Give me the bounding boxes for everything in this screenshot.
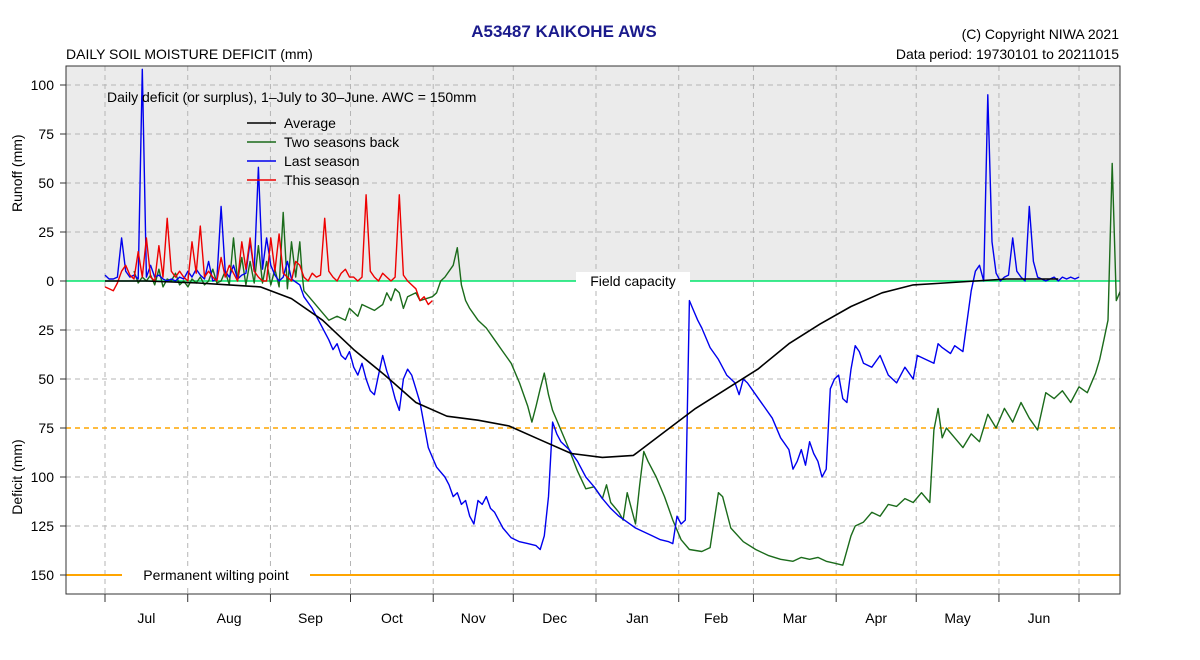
plot-background [66,66,1120,594]
series-two-seasons-back [133,162,1120,566]
y-tick-label: 50 [38,371,54,387]
x-tick-label: Nov [461,610,486,626]
data-period: Data period: 19730101 to 20211015 [895,46,1119,62]
legend-label: Two seasons back [284,134,400,150]
x-tick-label: Jul [137,610,155,626]
wilting-point-label: Permanent wilting point [143,567,289,583]
x-tick-label: May [944,610,970,626]
field-capacity-label: Field capacity [590,273,676,289]
y-tick-label: 75 [38,420,54,436]
x-tick-label: Aug [217,610,242,626]
x-tick-label: Feb [704,610,728,626]
y-axis-label-runoff: Runoff (mm) [9,134,25,212]
legend: Daily deficit (or surplus), 1–July to 30… [107,89,476,188]
legend-label: Last season [284,153,360,169]
annotations: Field capacity Permanent wilting point [122,272,690,584]
chart-subtitle: DAILY SOIL MOISTURE DEFICIT (mm) [66,46,313,62]
x-tick-label: Dec [542,610,567,626]
y-tick-label: 100 [31,469,55,485]
series-lines [104,68,1120,566]
y-axis-label-deficit: Deficit (mm) [9,439,25,514]
chart-note: Daily deficit (or surplus), 1–July to 30… [107,89,476,105]
x-tick-label: Apr [865,610,887,626]
x-tick-label: Jan [626,610,649,626]
y-tick-label: 25 [38,224,54,240]
wilting-point-label-bg [122,566,310,584]
series-average [105,278,1059,459]
x-tick-label: Sep [298,610,323,626]
legend-label: Average [284,115,336,131]
legend-label: This season [284,172,359,188]
deficit-zone-bg [66,281,1120,594]
y-tick-label: 100 [31,77,55,93]
chart-title: A53487 KAIKOHE AWS [471,22,657,41]
grid-lines [66,66,1120,594]
x-tick-label: Oct [381,610,403,626]
copyright-notice: (C) Copyright NIWA 2021 [961,26,1119,42]
y-tick-label: 0 [46,273,54,289]
series-this-season [104,194,433,306]
x-tick-label: Jun [1028,610,1051,626]
y-tick-label: 150 [31,567,55,583]
y-tick-label: 75 [38,126,54,142]
y-tick-label: 50 [38,175,54,191]
axes: 100 75 50 25 0 25 50 75 100 125 150 Jul Aug Sep Oct Nov… [9,77,1080,626]
y-tick-label: 125 [31,518,55,534]
x-tick-label: Mar [783,610,807,626]
y-tick-label: 25 [38,322,54,338]
field-capacity-label-bg [576,272,690,290]
